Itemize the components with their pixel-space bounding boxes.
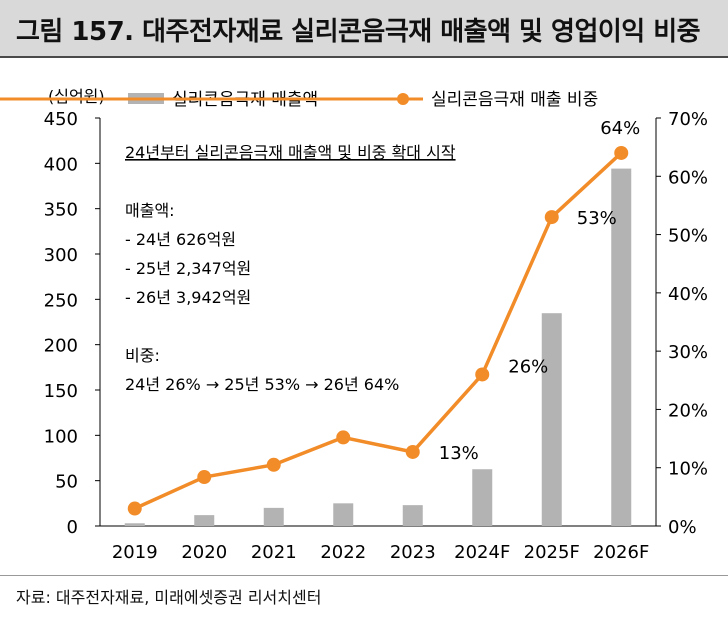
y-left-axis-label: (십억원) (48, 87, 105, 106)
page-title: 그림 157. 대주전자재료 실리콘음극재 매출액 및 영업이익 비중 (16, 17, 701, 47)
y-right-tick-label: 30% (668, 342, 708, 363)
y-left-tick-label: 450 (44, 109, 78, 130)
annotation-sales-line: - 24년 626억원 (125, 230, 236, 249)
y-left-tick-label: 250 (44, 290, 78, 311)
y-right-tick-label: 40% (668, 284, 708, 305)
bar-sales (333, 503, 354, 526)
y-left-tick-label: 0 (67, 517, 78, 538)
bar-sales (402, 505, 423, 526)
line-marker (127, 501, 142, 516)
line-marker (336, 430, 351, 445)
chart-axes: 0 50 100 150 200 250 300 350 400 450 0% 10% 20% 30% 40… (44, 87, 708, 563)
bar-sales (124, 523, 145, 526)
data-labels: 13% 26% 53% 64% (439, 118, 641, 464)
bar-sales (541, 313, 562, 526)
x-tick-label: 2023 (390, 542, 436, 563)
bar-sales (194, 515, 215, 526)
y-left-tick-label: 400 (44, 154, 78, 175)
y-right-tick-label: 20% (668, 400, 708, 421)
x-tick-label: 2020 (181, 542, 227, 563)
data-label-share: 53% (577, 208, 617, 229)
data-label-share: 64% (600, 118, 640, 139)
y-left-tick-label: 100 (44, 426, 78, 447)
legend-line-label: 실리콘음극재 매출 비중 (431, 90, 598, 110)
annotation-box: 24년부터 실리콘음극재 매출액 및 비중 확대 시작 매출액: - 24년 6… (125, 143, 456, 394)
annotation-share-title: 비중: (125, 346, 160, 365)
x-tick-label: 2022 (320, 542, 366, 563)
y-left-tick-label: 150 (44, 381, 78, 402)
x-tick-label: 2026F (593, 542, 649, 563)
y-right-tick-label: 0% (668, 517, 697, 538)
line-marker (197, 470, 212, 485)
source-divider (0, 575, 728, 576)
y-right-tick-label: 60% (668, 167, 708, 188)
legend: 실리콘음극재 매출액 실리콘음극재 매출 비중 (0, 90, 598, 110)
data-label-share: 13% (439, 443, 479, 464)
line-marker (266, 457, 281, 472)
y-right-tick-label: 10% (668, 459, 708, 480)
y-left-tick-label: 300 (44, 245, 78, 266)
annotation-share-line: 24년 26% → 25년 53% → 26년 64% (125, 375, 399, 394)
annotation-sales-title: 매출액: (125, 201, 175, 220)
annotation-sales-line: - 26년 3,942억원 (125, 288, 251, 307)
bar-series (124, 168, 632, 527)
x-tick-label: 2021 (251, 542, 297, 563)
y-left-tick-label: 50 (55, 472, 78, 493)
line-marker (475, 367, 490, 382)
line-marker (614, 145, 629, 160)
y-right-tick-label: 50% (668, 226, 708, 247)
y-left-tick-label: 350 (44, 200, 78, 221)
combo-chart: 0 50 100 150 200 250 300 350 400 450 0% 10% 20% 30% 40… (0, 87, 708, 563)
y-left-tick-label: 200 (44, 336, 78, 357)
data-label-share: 26% (508, 356, 548, 377)
annotation-sales-line: - 25년 2,347억원 (125, 259, 251, 278)
line-marker (405, 444, 420, 459)
bar-sales (611, 168, 632, 527)
line-marker (544, 210, 559, 225)
y-right-tick-label: 70% (668, 109, 708, 130)
source-note: 자료: 대주전자재료, 미래에셋증권 리서치센터 (16, 588, 322, 607)
legend-line-marker (397, 93, 409, 105)
annotation-heading: 24년부터 실리콘음극재 매출액 및 비중 확대 시작 (125, 143, 456, 162)
title-bar: 그림 157. 대주전자재료 실리콘음극재 매출액 및 영업이익 비중 (0, 0, 728, 58)
x-tick-label: 2024F (454, 542, 510, 563)
line-series (127, 145, 629, 516)
bar-sales (263, 507, 284, 526)
line-share (134, 151, 623, 511)
bar-sales (472, 469, 493, 526)
x-tick-label: 2019 (112, 542, 158, 563)
x-tick-label: 2025F (524, 542, 580, 563)
